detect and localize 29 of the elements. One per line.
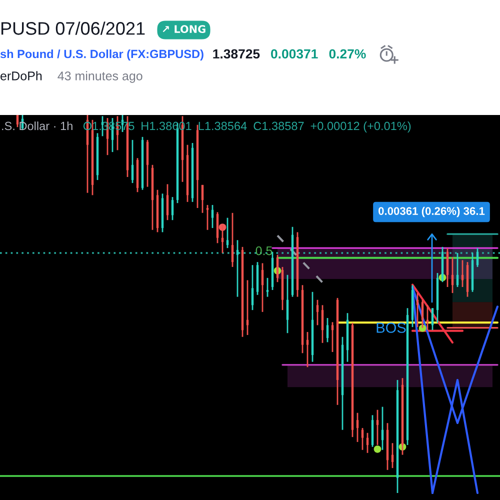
text: 43 minutes ago — [58, 71, 142, 83]
text: erDoPh — [0, 71, 42, 80]
chart-subtitle: sh Pound / U.S. Dollar (FX:GBPUSD) — [0, 50, 204, 60]
candlestick — [331, 321, 334, 353]
candlestick — [361, 427, 364, 451]
candlestick — [206, 204, 209, 231]
text: 0.27% — [329, 49, 366, 59]
candlestick — [316, 299, 319, 326]
candlestick — [421, 299, 424, 329]
candlestick — [211, 204, 214, 229]
candlestick — [236, 239, 239, 298]
annotation: 0.5 — [256, 246, 272, 256]
point — [374, 445, 382, 453]
candlestick — [216, 211, 219, 244]
annotation: BOS — [376, 322, 406, 333]
annotation: C1.38587 — [254, 122, 304, 130]
candlestick — [266, 277, 269, 298]
text: ↗ LONG — [162, 25, 206, 34]
candlestick — [356, 412, 359, 443]
candlestick — [376, 409, 379, 446]
text: 1.38725 — [213, 49, 260, 59]
annotation: L1.38564 — [198, 122, 247, 130]
candlestick — [226, 217, 229, 249]
annotation: +0.00012 (+0.01%) — [310, 122, 411, 132]
candlestick — [326, 317, 329, 343]
candlestick — [306, 331, 309, 368]
chart-title: PUSD 07/06/2021 — [1, 22, 145, 35]
text: 0.00371 — [271, 49, 318, 59]
annotation: 0.00361 (0.26%) 36.1 — [378, 206, 485, 218]
